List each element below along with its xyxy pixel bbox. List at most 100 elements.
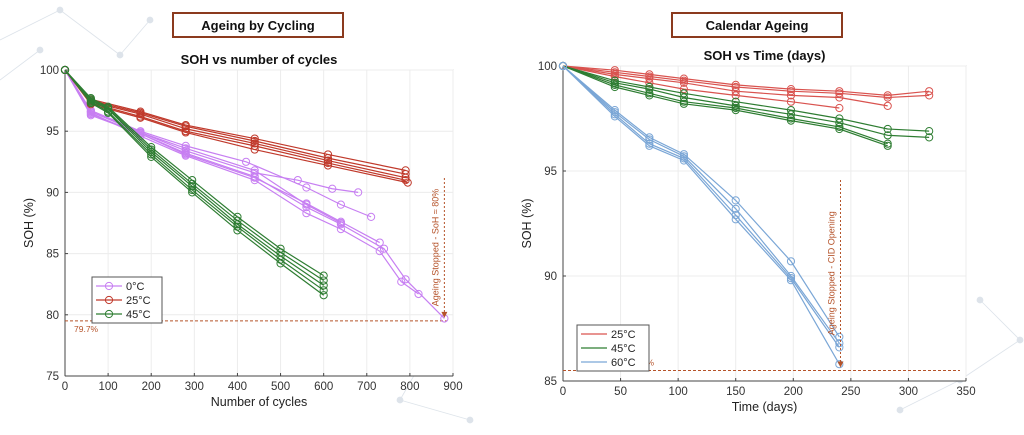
data-point xyxy=(645,141,654,150)
series-line xyxy=(562,65,888,107)
x-tick-label: 200 xyxy=(142,381,161,393)
series-12 xyxy=(558,61,844,369)
data-point xyxy=(679,78,689,87)
plot-area xyxy=(64,69,454,377)
data-point xyxy=(645,72,654,81)
data-point xyxy=(731,196,740,205)
legend-item: 45°C xyxy=(581,343,636,355)
data-point xyxy=(293,176,302,185)
data-point xyxy=(319,291,328,300)
data-point xyxy=(645,82,654,92)
series-line xyxy=(562,65,840,344)
data-point xyxy=(403,178,412,187)
data-point xyxy=(250,139,259,148)
legend-label: 25°C xyxy=(126,295,151,307)
series-line xyxy=(562,65,840,348)
x-tick-label: 0 xyxy=(62,381,68,393)
data-point xyxy=(883,91,892,100)
data-point xyxy=(610,110,619,119)
data-point xyxy=(147,147,156,157)
y-tick-label: 75 xyxy=(46,371,59,383)
stop-arrowhead xyxy=(837,361,844,368)
stop-annotation-label: Ageing Stopped - CID Opening xyxy=(826,211,836,335)
data-point xyxy=(925,87,934,96)
data-point xyxy=(401,176,410,185)
data-point xyxy=(414,289,423,299)
series-line xyxy=(64,69,325,286)
data-point xyxy=(302,183,311,192)
data-point xyxy=(104,108,113,117)
legend-item: 25°C xyxy=(96,295,151,307)
data-point xyxy=(645,89,654,98)
threshold-label: 79.7% xyxy=(74,324,99,334)
stop-arrowhead xyxy=(441,311,448,318)
data-point xyxy=(86,98,95,108)
x-tick-label: 300 xyxy=(185,381,204,393)
data-point xyxy=(60,65,70,75)
chart-1: 0 100 200 300 400 500 600 700 800 900 75 80 85 90 95 10… xyxy=(22,52,463,409)
x-tick-label: 900 xyxy=(443,381,462,393)
data-point xyxy=(319,271,328,280)
data-point xyxy=(645,91,654,100)
series-16 xyxy=(60,65,328,300)
data-point xyxy=(679,156,689,165)
data-point xyxy=(319,276,328,285)
stop-annotation-label: Ageing Stopped - SoH ≈ 80% xyxy=(430,189,440,307)
data-point xyxy=(731,215,740,224)
legend-label: 25°C xyxy=(611,329,636,341)
y-tick-label: 80 xyxy=(46,310,59,322)
legend-swatch-marker xyxy=(104,309,114,319)
y-tick-label: 100 xyxy=(538,61,557,73)
data-point xyxy=(679,97,689,106)
data-point xyxy=(731,103,740,113)
series-line xyxy=(562,65,930,99)
data-point xyxy=(366,212,376,221)
series-line xyxy=(562,65,840,338)
series-line xyxy=(562,65,840,365)
data-point xyxy=(786,97,796,106)
y-tick-label: 95 xyxy=(46,126,59,138)
data-point xyxy=(250,168,259,177)
x-tick-label: 150 xyxy=(726,386,745,398)
x-axis-label: Time (days) xyxy=(732,400,798,414)
x-tick-label: 200 xyxy=(784,386,803,398)
data-point xyxy=(323,156,333,165)
data-point xyxy=(323,161,333,170)
data-point xyxy=(319,281,328,290)
y-axis-label: SOH (%) xyxy=(520,199,534,249)
data-point xyxy=(835,87,844,96)
data-point xyxy=(336,200,346,209)
data-point xyxy=(558,61,568,71)
data-point xyxy=(250,145,259,154)
data-point xyxy=(835,343,844,352)
data-point xyxy=(925,133,934,142)
data-point xyxy=(786,116,796,125)
series-line xyxy=(562,65,888,145)
data-point xyxy=(610,82,619,92)
y-tick-label: 95 xyxy=(544,166,557,178)
series-line xyxy=(64,69,359,193)
legend-item: 45°C xyxy=(96,309,151,321)
data-point xyxy=(883,93,892,102)
data-point xyxy=(319,286,328,295)
data-point xyxy=(679,76,689,85)
legend-label: 45°C xyxy=(126,309,151,321)
x-tick-label: 250 xyxy=(841,386,860,398)
data-point xyxy=(610,112,619,121)
y-tick-label: 90 xyxy=(46,187,59,199)
data-point xyxy=(181,128,190,137)
data-point xyxy=(233,226,242,235)
data-point xyxy=(354,188,363,197)
data-point xyxy=(731,106,740,115)
data-point xyxy=(323,158,333,168)
x-tick-label: 50 xyxy=(614,386,627,398)
data-point xyxy=(241,157,251,166)
data-point xyxy=(883,139,892,148)
data-point xyxy=(925,127,934,136)
legend-swatch-marker xyxy=(104,281,114,291)
legend-box xyxy=(91,276,163,324)
legend-item: 25°C xyxy=(581,329,636,341)
chart-title: SOH vs Time (days) xyxy=(704,48,826,63)
series-line xyxy=(64,69,372,218)
series-line xyxy=(562,65,930,138)
